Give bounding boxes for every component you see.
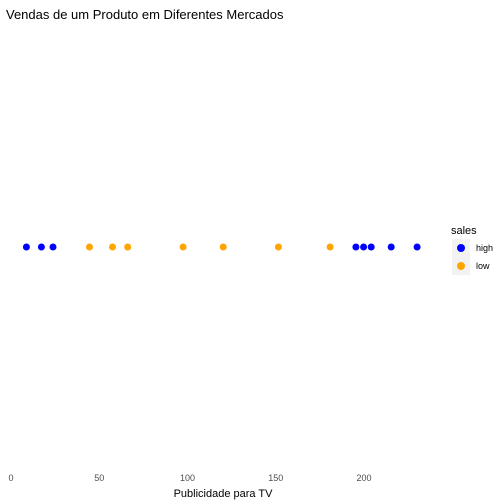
point-low-5 <box>274 243 282 251</box>
point-high-0 <box>22 243 30 251</box>
x-tick-label-50: 50 <box>94 473 104 483</box>
point-low-0 <box>86 243 93 251</box>
point-low-1 <box>109 243 116 251</box>
point-low-6 <box>326 243 334 251</box>
point-high-4 <box>360 243 368 251</box>
point-high-1 <box>37 243 45 251</box>
point-high-6 <box>387 243 395 251</box>
legend-label-low: low <box>476 261 490 271</box>
point-high-5 <box>367 243 375 251</box>
point-low-3 <box>179 243 187 251</box>
legend-marker-low <box>457 262 465 270</box>
point-high-3 <box>352 243 360 251</box>
legend: sales high low <box>451 225 493 275</box>
point-high-7 <box>413 243 421 251</box>
x-tick-label-200: 200 <box>356 473 371 483</box>
x-tick-label-0: 0 <box>8 473 13 483</box>
x-tick-label-150: 150 <box>268 473 283 483</box>
legend-label-high: high <box>476 243 493 253</box>
point-low-4 <box>219 243 227 251</box>
data-points <box>22 243 421 251</box>
point-high-2 <box>49 243 57 251</box>
point-low-2 <box>124 243 132 251</box>
x-axis-ticks: 0 50 100 150 200 <box>8 473 371 483</box>
legend-title: sales <box>451 225 477 237</box>
x-axis-label: Publicidade para TV <box>174 488 274 500</box>
legend-marker-high <box>457 244 465 252</box>
x-tick-label-100: 100 <box>180 473 195 483</box>
chart-title: Vendas de um Produto em Diferentes Merca… <box>6 7 284 22</box>
